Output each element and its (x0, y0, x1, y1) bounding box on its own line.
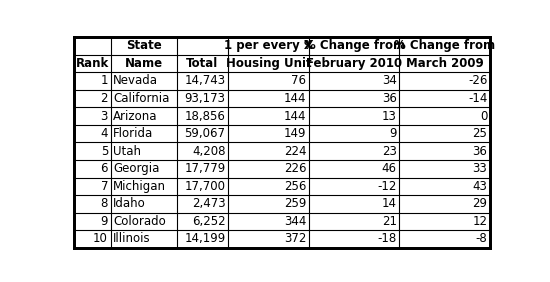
Text: 14,743: 14,743 (184, 74, 225, 87)
Text: 25: 25 (472, 127, 487, 140)
Text: 344: 344 (284, 215, 306, 228)
Text: 59,067: 59,067 (184, 127, 225, 140)
Text: 14: 14 (382, 197, 397, 210)
Text: -18: -18 (377, 232, 397, 245)
Text: 7: 7 (101, 180, 108, 193)
Text: 224: 224 (284, 145, 306, 158)
Text: Georgia: Georgia (113, 162, 160, 175)
Text: 10: 10 (93, 232, 108, 245)
Text: 2,473: 2,473 (192, 197, 226, 210)
Text: Utah: Utah (113, 145, 141, 158)
Text: Arizona: Arizona (113, 110, 158, 123)
Text: February 2010: February 2010 (306, 57, 402, 70)
Text: 46: 46 (382, 162, 397, 175)
Text: Michigan: Michigan (113, 180, 166, 193)
Text: 372: 372 (284, 232, 306, 245)
Text: -8: -8 (476, 232, 487, 245)
Text: 6: 6 (101, 162, 108, 175)
Text: 5: 5 (101, 145, 108, 158)
Text: 2: 2 (101, 92, 108, 105)
Text: 144: 144 (284, 110, 306, 123)
Text: -12: -12 (377, 180, 397, 193)
Text: 93,173: 93,173 (184, 92, 225, 105)
Text: 4: 4 (101, 127, 108, 140)
Text: 29: 29 (472, 197, 487, 210)
Text: -14: -14 (468, 92, 487, 105)
Text: 6,252: 6,252 (192, 215, 226, 228)
Text: 76: 76 (292, 74, 306, 87)
Text: 34: 34 (382, 74, 397, 87)
Text: Florida: Florida (113, 127, 153, 140)
Text: 9: 9 (101, 215, 108, 228)
Text: March 2009: March 2009 (406, 57, 483, 70)
Text: 12: 12 (472, 215, 487, 228)
Text: 36: 36 (382, 92, 397, 105)
Text: % Change from: % Change from (304, 39, 405, 52)
Text: 4,208: 4,208 (192, 145, 226, 158)
Text: 144: 144 (284, 92, 306, 105)
Text: 21: 21 (382, 215, 397, 228)
Text: Idaho: Idaho (113, 197, 146, 210)
Text: 36: 36 (472, 145, 487, 158)
Text: Total: Total (186, 57, 218, 70)
Text: % Change from: % Change from (394, 39, 495, 52)
Text: 3: 3 (101, 110, 108, 123)
Text: 259: 259 (284, 197, 306, 210)
Text: 226: 226 (284, 162, 306, 175)
Text: -26: -26 (468, 74, 487, 87)
Text: 13: 13 (382, 110, 397, 123)
Text: Rank: Rank (75, 57, 109, 70)
Text: 43: 43 (472, 180, 487, 193)
Text: 17,700: 17,700 (184, 180, 225, 193)
Text: Colorado: Colorado (113, 215, 166, 228)
Text: State: State (126, 39, 162, 52)
Text: 23: 23 (382, 145, 397, 158)
Text: 1: 1 (101, 74, 108, 87)
Text: Illinois: Illinois (113, 232, 151, 245)
Text: 18,856: 18,856 (185, 110, 226, 123)
Text: 256: 256 (284, 180, 306, 193)
Text: Housing Unit: Housing Unit (226, 57, 311, 70)
Text: 8: 8 (101, 197, 108, 210)
Text: 17,779: 17,779 (184, 162, 225, 175)
Text: California: California (113, 92, 169, 105)
Text: 1 per every X: 1 per every X (224, 39, 313, 52)
Text: 33: 33 (472, 162, 487, 175)
Text: 149: 149 (284, 127, 306, 140)
Text: 0: 0 (480, 110, 487, 123)
Text: 9: 9 (389, 127, 397, 140)
Text: 14,199: 14,199 (184, 232, 225, 245)
Text: Nevada: Nevada (113, 74, 158, 87)
Text: Name: Name (124, 57, 163, 70)
